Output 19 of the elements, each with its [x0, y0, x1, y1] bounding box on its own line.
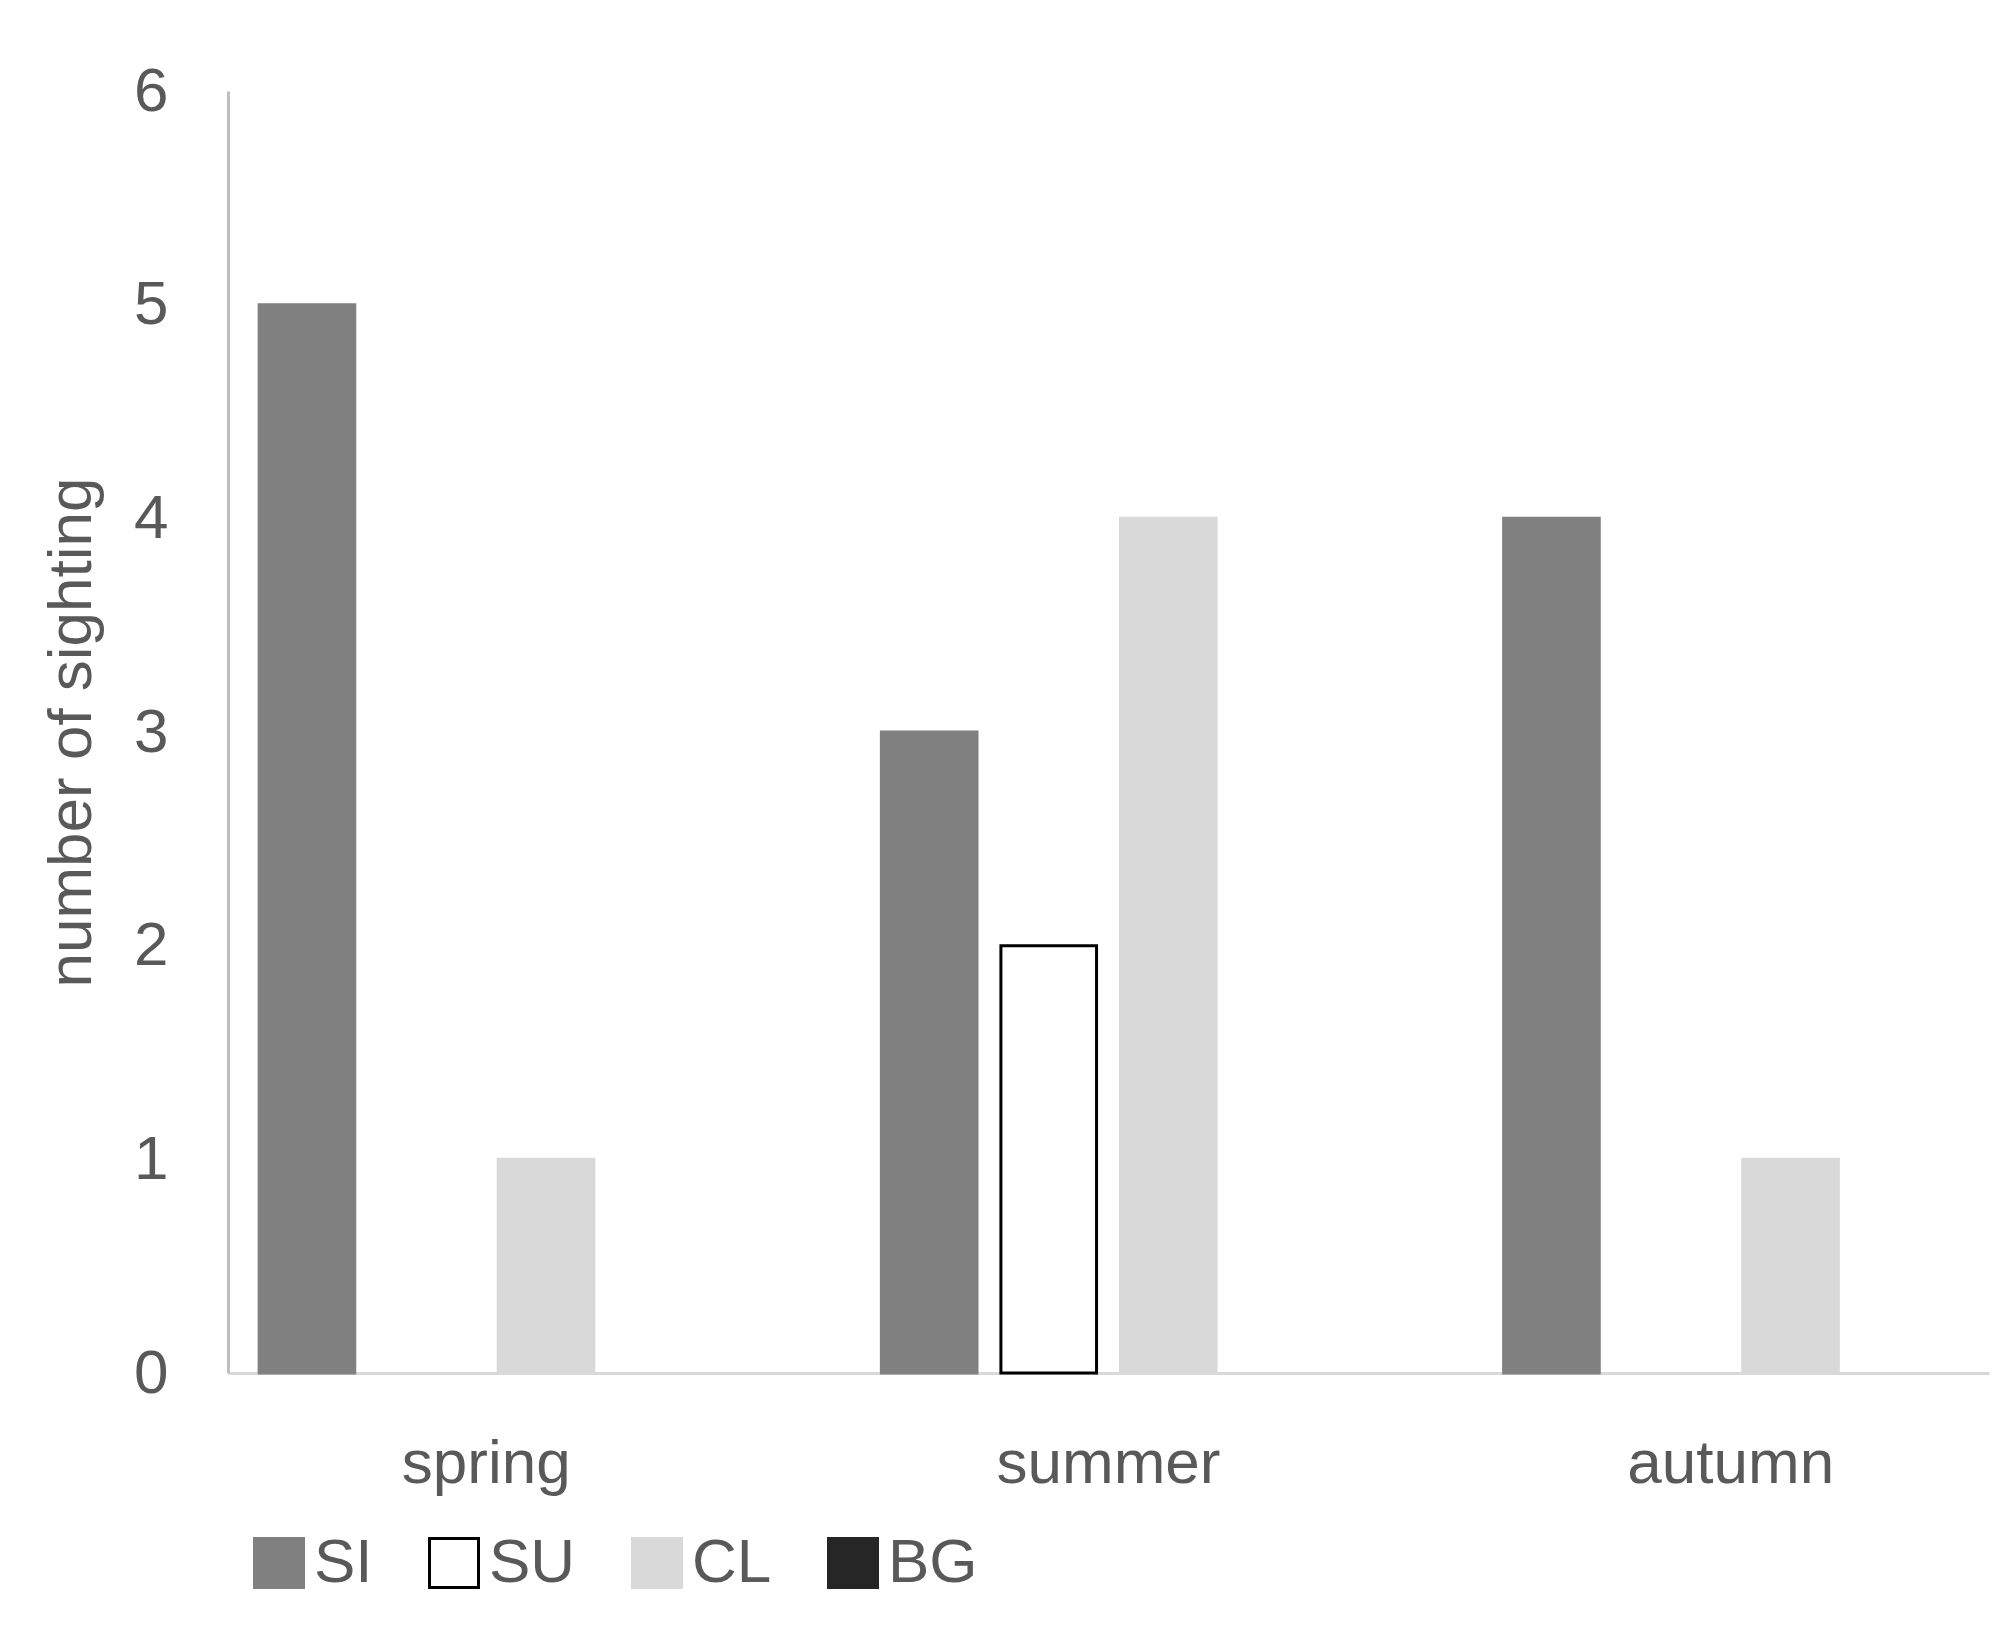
- y-tick-label: 5: [134, 268, 169, 338]
- bar: [1502, 516, 1601, 1375]
- legend-label: SI: [314, 1526, 373, 1595]
- bar: [879, 730, 979, 1375]
- y-tick-label: 0: [134, 1336, 169, 1406]
- y-axis-title: number of sighting: [35, 477, 105, 988]
- bar: [999, 944, 1099, 1375]
- legend-label: CL: [692, 1526, 772, 1595]
- bar: [257, 303, 357, 1375]
- x-tick-label: autumn: [1627, 1426, 1835, 1496]
- y-tick-label: 4: [134, 481, 169, 551]
- y-tick-label: 6: [134, 54, 169, 124]
- y-tick-label: 3: [134, 695, 169, 765]
- y-tick-label: 1: [134, 1122, 169, 1192]
- y-tick-label: 2: [134, 909, 169, 979]
- x-tick-label: summer: [996, 1426, 1221, 1496]
- legend-label: SU: [489, 1526, 576, 1595]
- x-tick-label: spring: [401, 1426, 571, 1496]
- legend-label: BG: [888, 1526, 978, 1595]
